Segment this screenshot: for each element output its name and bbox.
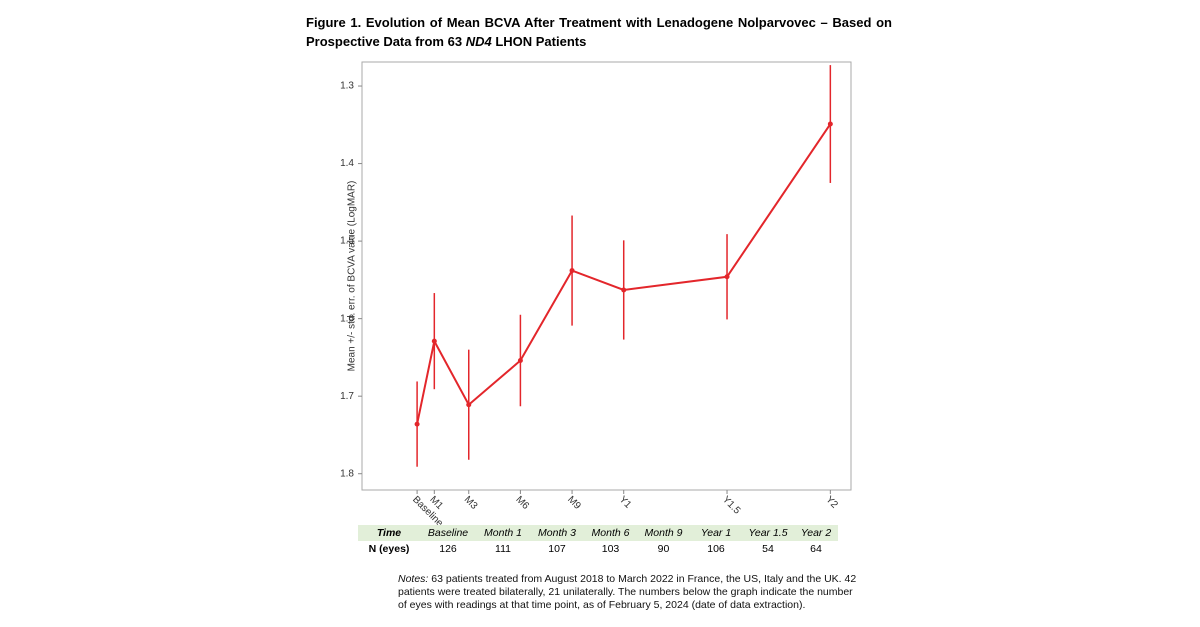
cell: 111 [495,543,511,555]
notes: Notes: 63 patients treated from August 2… [398,573,864,612]
point [827,121,833,127]
cell: 126 [439,543,457,555]
cell: 64 [810,543,822,555]
header-cell: Month 1 [476,525,530,541]
point [569,268,575,274]
series-line [416,123,832,425]
n-table: Time Baseline Month 1 Month 3 Month 6 Month 9… [358,525,838,557]
title-text: LHON Patients [491,34,587,49]
header-cell: Month 3 [530,525,584,541]
point [621,287,627,293]
cell: 90 [657,543,670,555]
point [431,338,437,344]
title-italic: ND4 [465,34,492,49]
x-tick-label: M6 [513,494,531,512]
header-cell: Time [358,525,420,541]
title-text: Figure 1. Evolution of Mean BCVA After T… [306,15,892,49]
point [414,421,420,427]
header-cell: Month 9 [637,525,690,541]
point [466,402,472,408]
header-cell: Year 1.5 [742,525,794,541]
plot-frame [361,61,852,491]
y-tick-label: 1.5 [340,236,354,247]
y-tick-label: 1.8 [340,468,354,479]
x-tick-label: M3 [462,494,480,512]
y-tick-label: 1.3 [340,81,354,92]
cell: 54 [762,543,774,555]
y-tick-label: 1.4 [340,158,354,169]
cell: 106 [707,543,725,555]
x-tick-label: Y2 [823,494,840,511]
chart-title: Figure 1. Evolution of Mean BCVA After T… [306,13,892,51]
header-cell: Year 1 [690,525,742,541]
table-row: N (eyes) 126 111 107 103 90 106 54 64 [358,541,838,557]
y-tick-label: 1.6 [340,313,354,324]
x-tick-label: Y1 [617,494,634,511]
header-cell: Month 6 [584,525,637,541]
point [724,274,730,280]
cell: N (eyes) [368,543,410,555]
table-header: Time Baseline Month 1 Month 3 Month 6 Month 9… [358,525,838,541]
y-axis-label: Mean +/- std. err. of BCVA value (LogMAR… [347,181,358,372]
x-tick-label: Y1.5 [720,494,743,517]
y-tick-label: 1.7 [340,391,354,402]
notes-label: Notes: [398,573,429,585]
cell: 103 [601,543,620,555]
x-tick-label: M9 [565,494,583,512]
header-cell: Year 2 [794,525,838,541]
notes-text: 63 patients treated from August 2018 to … [398,573,857,611]
point [517,358,523,364]
cell: 107 [548,543,566,555]
header-cell: Baseline [420,525,476,541]
